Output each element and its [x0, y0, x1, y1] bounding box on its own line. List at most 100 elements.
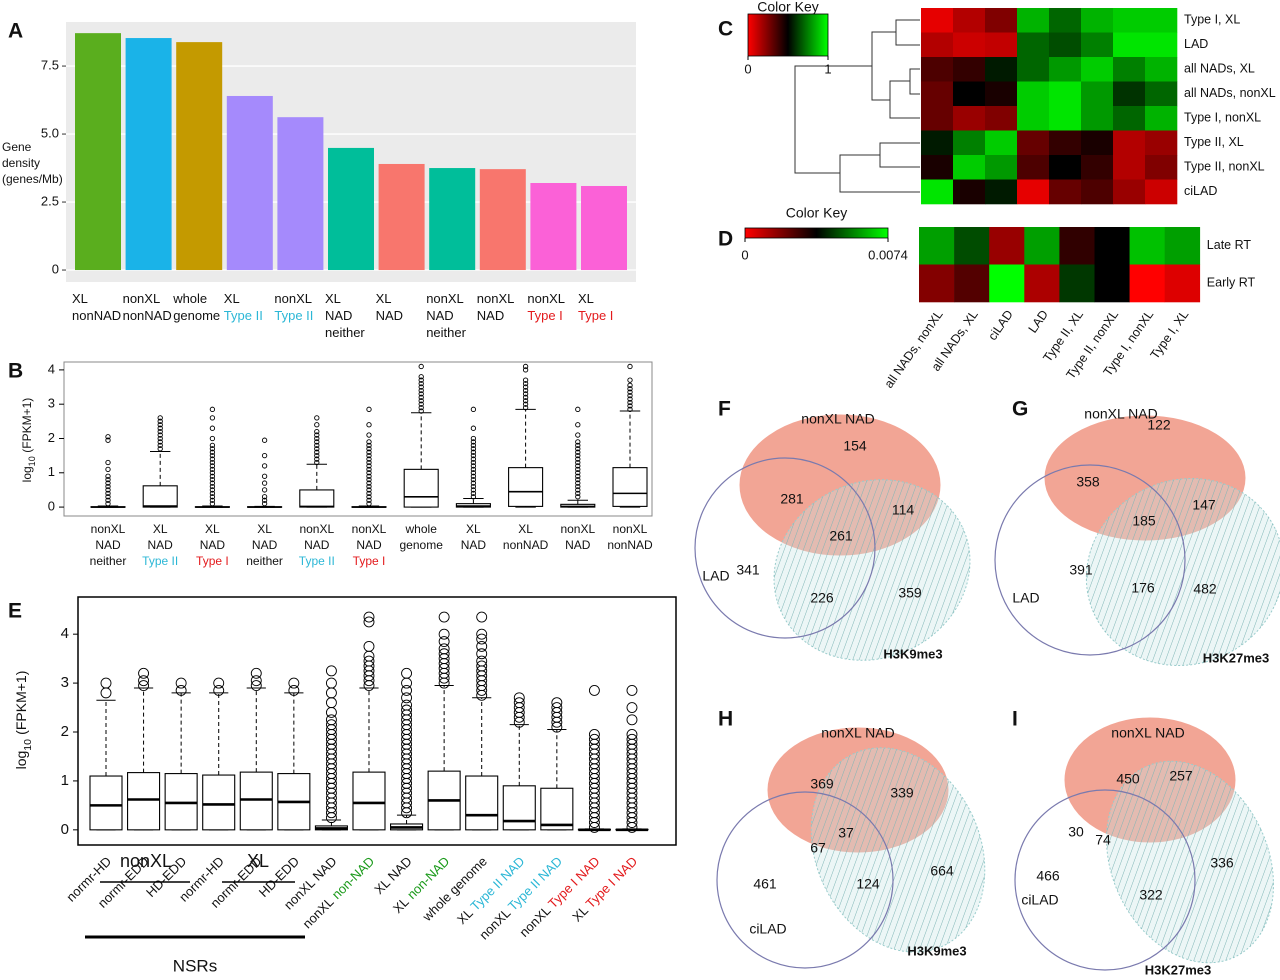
outlier	[366, 422, 372, 428]
heatmap-cell	[1049, 8, 1082, 33]
venn-title: nonXL NAD	[821, 725, 894, 741]
heatmap-cell	[1145, 106, 1178, 131]
outlier	[575, 463, 581, 469]
outlier	[418, 363, 424, 370]
outlier	[418, 380, 424, 387]
heatmap-cell	[953, 32, 986, 58]
outlier	[105, 487, 111, 493]
heatmap-cell	[1049, 155, 1082, 180]
outlier	[314, 415, 320, 421]
outlier	[470, 470, 477, 476]
set-label: H3K9me3	[907, 943, 966, 958]
outlier	[325, 677, 337, 689]
key-tick-label: 0	[744, 61, 751, 76]
outlier	[261, 501, 268, 507]
heatmap-cell	[1017, 32, 1050, 58]
outlier	[138, 675, 150, 687]
outlier	[438, 648, 450, 660]
outlier	[105, 459, 111, 466]
outlier	[314, 452, 320, 459]
category-label: nonXL	[560, 522, 595, 536]
outlier	[325, 697, 337, 709]
category-label: XL	[257, 522, 272, 536]
outlier	[209, 470, 216, 476]
heatmap-cell	[921, 57, 954, 82]
outlier	[366, 501, 372, 507]
outlier	[366, 490, 372, 497]
outlier	[470, 459, 477, 466]
outlier	[209, 483, 216, 490]
heatmap-cell	[989, 227, 1025, 265]
text-part: NAD	[200, 538, 226, 552]
box	[465, 775, 499, 831]
outlier	[575, 470, 581, 476]
outlier	[105, 466, 111, 473]
outlier	[575, 473, 581, 479]
heatmap-cell	[1164, 264, 1201, 303]
set-label: ciLAD	[1021, 892, 1058, 908]
outlier	[575, 466, 581, 473]
heatmap-cell	[1145, 155, 1178, 180]
dendrogram	[794, 19, 920, 193]
outlier	[522, 377, 529, 383]
text-part: nonXL	[91, 522, 126, 536]
outlier	[575, 456, 581, 462]
outlier	[314, 432, 320, 438]
outlier	[522, 387, 529, 394]
outlier	[418, 401, 424, 407]
text-part: whole	[405, 522, 438, 536]
category-label: nonXL	[274, 291, 312, 306]
outlier	[470, 476, 477, 483]
heatmap-cell	[985, 179, 1018, 205]
category-label: Type I	[353, 554, 386, 568]
outlier	[175, 677, 187, 689]
outlier	[105, 490, 111, 497]
outlier	[627, 377, 633, 383]
heatmap-cell	[1081, 106, 1114, 131]
outlier	[314, 422, 320, 428]
outlier	[209, 459, 216, 466]
text-part: XL	[72, 291, 88, 306]
category-label: neither	[325, 325, 365, 340]
outlier	[209, 452, 216, 459]
region-count: 341	[736, 562, 760, 578]
y-tick-label: 1	[48, 464, 55, 479]
group-label: nonXL	[120, 851, 172, 871]
text-part: neither	[426, 325, 466, 340]
panel-letter: C	[718, 18, 733, 41]
outlier	[157, 428, 163, 435]
region-count: 257	[1169, 768, 1193, 784]
box	[502, 785, 536, 831]
text-part: XL	[205, 522, 220, 536]
outlier	[209, 446, 216, 452]
text-part: genome	[173, 308, 220, 323]
outlier	[627, 396, 633, 402]
outlier	[470, 466, 477, 473]
row-label: Type II, nonXL	[1184, 160, 1265, 174]
outlier	[575, 487, 581, 493]
bar	[75, 33, 121, 271]
panel-letter: G	[1012, 398, 1028, 421]
bar	[479, 169, 526, 271]
outlier	[470, 452, 477, 459]
text-part: XL	[518, 522, 533, 536]
outlier	[476, 655, 488, 667]
bar	[176, 42, 223, 271]
region-count: 67	[810, 840, 826, 856]
outlier	[575, 480, 581, 486]
outlier	[314, 439, 320, 445]
color-key-title: Color Key	[786, 205, 847, 221]
text-part: nonXL	[299, 522, 334, 536]
outlier	[366, 466, 372, 473]
region-count: 281	[780, 491, 804, 507]
outlier	[476, 633, 488, 645]
text-part: log	[13, 751, 29, 770]
outlier	[470, 425, 477, 431]
outlier	[261, 494, 268, 500]
outlier	[366, 494, 372, 500]
heatmap-cell	[1081, 8, 1114, 33]
outlier	[366, 442, 372, 448]
outlier	[626, 714, 638, 726]
y-axis-label: density	[2, 156, 40, 170]
